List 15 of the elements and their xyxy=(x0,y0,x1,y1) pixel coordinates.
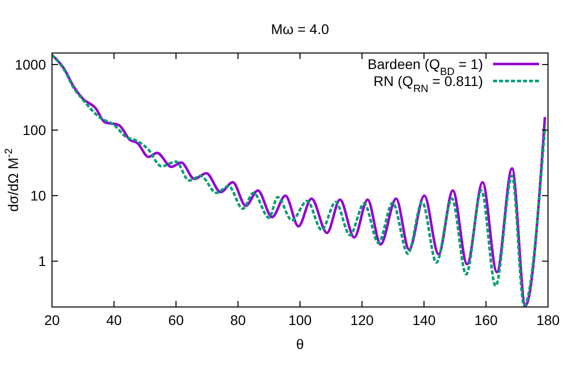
x-tick-label: 160 xyxy=(474,312,498,328)
y-tick-label: 1 xyxy=(38,253,46,270)
y-tick-label: 10 xyxy=(30,188,46,204)
x-tick-label: 180 xyxy=(536,312,560,328)
x-tick-label: 60 xyxy=(168,312,184,328)
x-tick-label: 100 xyxy=(288,312,312,328)
y-tick-label: 1000 xyxy=(14,56,46,73)
x-tick-label: 20 xyxy=(44,312,60,328)
x-tick-label: 120 xyxy=(350,312,374,328)
x-tick-label: 40 xyxy=(106,312,122,328)
x-axis-title: θ xyxy=(296,336,304,352)
x-tick-label: 140 xyxy=(412,312,436,328)
y-tick-label: 100 xyxy=(22,122,46,138)
x-tick-label: 80 xyxy=(230,312,246,328)
chart-title: Mω = 4.0 xyxy=(270,21,330,37)
